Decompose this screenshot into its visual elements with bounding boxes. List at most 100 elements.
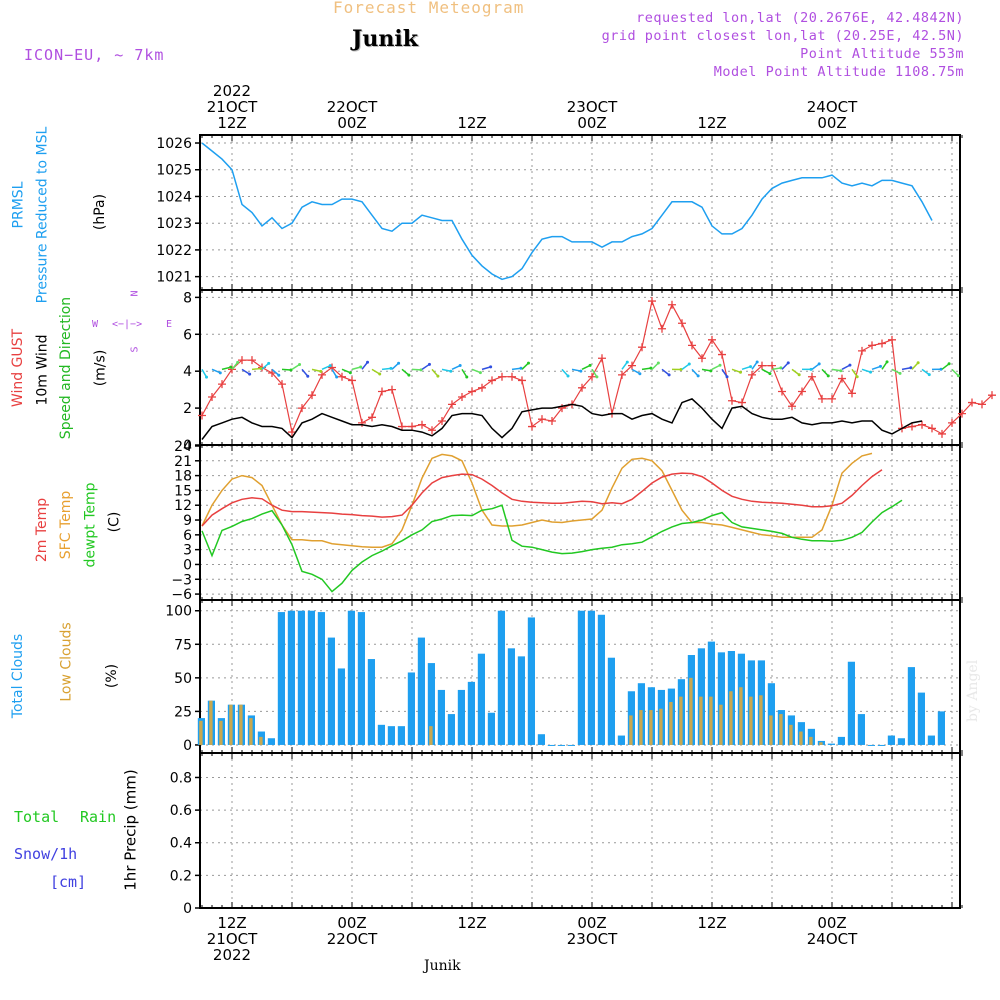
wind-arrow-head <box>407 373 411 377</box>
bottom-time-label: 12Z <box>697 914 726 932</box>
gust-marker <box>448 400 456 409</box>
gust-marker <box>518 376 526 385</box>
gust-marker <box>748 370 756 379</box>
gust-marker <box>308 391 316 400</box>
top-time-label: 00Z <box>817 114 846 132</box>
wind-direction-arrow <box>331 368 338 378</box>
sfc-temp-line <box>201 452 873 548</box>
total-cloud-bar <box>377 724 385 745</box>
y-tick-label: 12 <box>174 498 192 514</box>
wind-arrow-head <box>768 372 772 376</box>
gust-marker <box>478 383 486 392</box>
gust-marker <box>828 394 836 403</box>
total-cloud-bar <box>707 641 715 745</box>
compass-west: W <box>92 319 99 330</box>
gust-marker <box>808 372 816 381</box>
low-cloud-bar <box>769 715 773 745</box>
wind-arrow-head <box>298 362 302 366</box>
low-cloud-bar <box>199 720 203 745</box>
wind-arrow-head <box>465 375 469 379</box>
gust-marker <box>858 346 866 355</box>
wind-arrow-head <box>718 363 722 367</box>
wind-arrow-head <box>259 367 263 371</box>
wind-direction-arrow <box>251 367 262 371</box>
y-tick-label: 0 <box>183 557 192 573</box>
wind-arrow-head <box>205 375 208 379</box>
gust-marker <box>668 300 676 309</box>
gust-marker <box>458 393 466 402</box>
gust-marker <box>378 387 386 396</box>
top-time-label: 00Z <box>337 114 366 132</box>
low-cloud-bar <box>679 696 683 745</box>
wind-direction-arrow <box>631 368 641 375</box>
total-cloud-bar <box>407 672 415 745</box>
gust-marker <box>678 319 686 328</box>
low-cloud-bar <box>729 691 733 745</box>
wind-direction-arrow <box>641 367 652 371</box>
total-cloud-bar <box>287 610 295 745</box>
total-cloud-bar <box>267 738 275 745</box>
y-tick-label: 8 <box>183 290 192 306</box>
y-tick-label: 9 <box>183 513 192 529</box>
wind-arrow-head <box>786 361 790 365</box>
wind-arrow-head <box>588 363 592 367</box>
total-cloud-bar <box>517 656 525 745</box>
wind-direction-arrow <box>911 362 919 370</box>
gust-marker <box>648 297 656 306</box>
wind-direction-arrow <box>421 363 430 370</box>
wind-arrow-head <box>397 361 401 365</box>
total-cloud-bar <box>867 744 875 746</box>
total-cloud-bar <box>327 637 335 745</box>
wind-arrow-head <box>755 360 759 364</box>
wind-compass: N W <−|−> E S <box>88 288 178 358</box>
total-cloud-bar <box>937 711 945 745</box>
wind-direction-arrow <box>691 368 699 377</box>
gust-marker <box>468 387 476 396</box>
wind-arrow-head <box>625 360 629 364</box>
total-cloud-bar <box>877 744 885 746</box>
top-time-label: 23OCT <box>567 98 618 116</box>
gust-marker <box>628 361 636 370</box>
wind-arrow-head <box>478 371 482 375</box>
wind-direction-arrow <box>901 367 911 371</box>
wind-arrow-head <box>306 374 310 378</box>
total-cloud-bar <box>587 610 595 745</box>
wind-direction-arrow <box>821 368 829 377</box>
gust-marker <box>428 426 436 435</box>
wind-arrow-head <box>687 362 691 366</box>
gust-marker <box>338 372 346 381</box>
wind-direction-arrow <box>221 366 231 371</box>
wind-line <box>201 398 923 440</box>
wind-direction-arrow <box>881 361 888 370</box>
low-cloud-bar <box>819 742 823 745</box>
dewpoint-line <box>201 499 903 593</box>
wind-arrow-head <box>656 361 660 365</box>
y-tick-label: 0 <box>183 901 192 917</box>
low-cloud-bar <box>229 704 233 745</box>
low-cloud-bar <box>239 704 243 745</box>
t2m-line <box>201 469 883 527</box>
total-cloud-bar <box>467 681 475 745</box>
low-cloud-bar <box>719 704 723 745</box>
meteogram-title: Forecast Meteogram <box>333 0 525 17</box>
gust-marker <box>218 380 226 389</box>
y-tick-label: 4 <box>183 364 192 380</box>
gust-marker <box>708 335 716 344</box>
gust-marker <box>488 376 496 385</box>
wind-arrow-head <box>359 365 363 369</box>
model-altitude: Model Point Altitude 1108.75m <box>713 64 964 80</box>
total-cloud-bar <box>537 734 545 745</box>
wind-arrow-head <box>885 360 889 364</box>
gust-marker <box>198 411 206 420</box>
wind-direction-arrow <box>581 364 591 371</box>
gust-marker <box>758 361 766 370</box>
wind-arrow-head <box>739 370 743 374</box>
y-tick-label: 0.6 <box>170 803 192 819</box>
y-tick-label: 1023 <box>156 216 192 232</box>
wind-direction-arrow <box>381 367 392 371</box>
low-cloud-bar <box>659 708 663 745</box>
wind-arrow-head <box>696 374 700 378</box>
gust-marker <box>818 394 826 403</box>
total-cloud-bar <box>917 692 925 745</box>
low-cloud-bar <box>739 687 743 745</box>
